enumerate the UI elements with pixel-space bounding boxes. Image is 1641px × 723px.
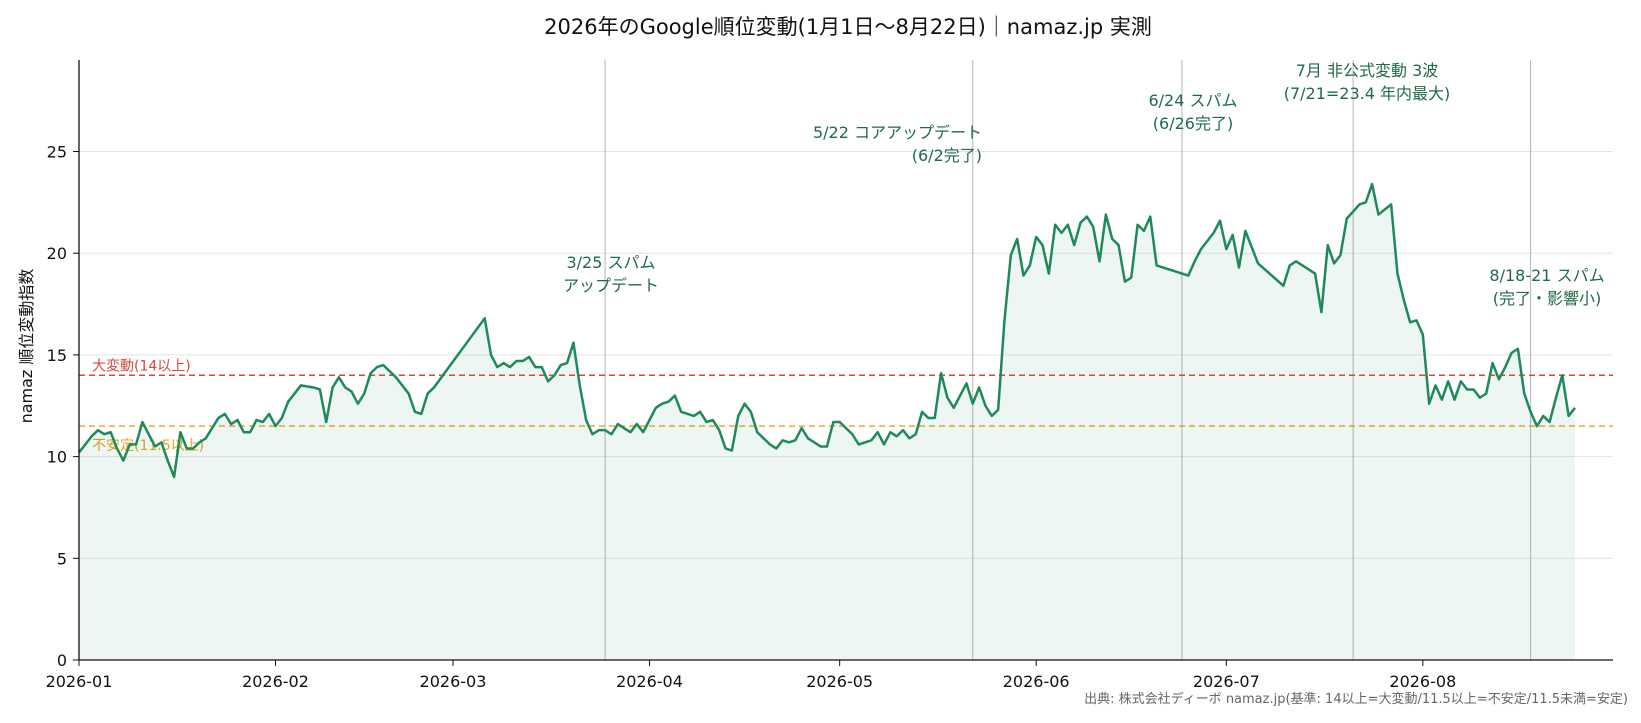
threshold-label: 不安定(11.5以上)	[92, 438, 204, 454]
event-annotation: (完了・影響小)	[1493, 289, 1602, 308]
event-annotation: (6/26完了)	[1153, 114, 1233, 133]
series-area	[79, 184, 1575, 660]
grid-layer	[79, 151, 1613, 559]
source-note: 出典: 株式会社ディーボ namaz.jp(基準: 14以上=大変動/11.5以…	[1084, 691, 1628, 707]
y-tick-label: 10	[47, 448, 67, 467]
threshold-lines: 大変動(14以上) 不安定(11.5以上)	[79, 357, 1613, 454]
y-tick-label: 0	[57, 651, 67, 670]
x-tick-label: 2026-04	[616, 672, 683, 691]
event-annotation: 8/18-21 スパム	[1489, 266, 1604, 285]
series-layer	[78, 182, 1576, 660]
event-annotation: 6/24 スパム	[1148, 91, 1237, 110]
event-annotation: (6/2完了)	[912, 146, 982, 165]
x-tick-label: 2026-03	[420, 672, 487, 691]
event-annotation: 7月 非公式変動 3波	[1296, 61, 1439, 80]
chart-title: 2026年のGoogle順位変動(1月1日〜8月22日)｜namaz.jp 実測	[544, 15, 1152, 39]
event-annotation: アップデート	[563, 276, 659, 295]
x-tick-label: 2026-01	[46, 672, 113, 691]
event-lines	[604, 60, 1532, 660]
series-line	[78, 182, 1576, 479]
x-tick-label: 2026-07	[1193, 672, 1260, 691]
x-tick-label: 2026-05	[806, 672, 873, 691]
y-tick-label: 5	[57, 549, 67, 568]
axes: 0 5 10 15 20 25 2026-01 2026-02 2026-03 2026-04 20…	[46, 60, 1613, 691]
event-annotation: (7/21=23.4 年内最大)	[1284, 84, 1451, 103]
x-tick-label: 2026-08	[1389, 672, 1456, 691]
y-axis-label: namaz 順位変動指数	[17, 269, 36, 424]
event-annotation: 5/22 コアアップデート	[813, 123, 982, 142]
event-annotation: 3/25 スパム	[566, 253, 655, 272]
x-tick-label: 2026-06	[1003, 672, 1070, 691]
threshold-label: 大変動(14以上)	[92, 357, 191, 374]
y-tick-label: 25	[47, 143, 67, 162]
x-tick-label: 2026-02	[242, 672, 309, 691]
y-tick-label: 20	[47, 244, 67, 263]
y-tick-label: 15	[47, 346, 67, 365]
